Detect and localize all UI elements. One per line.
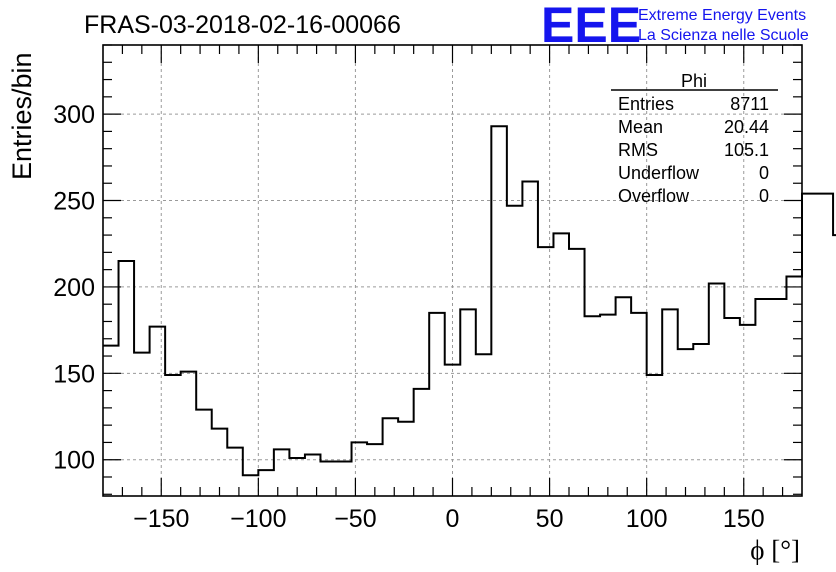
brand-line-2: La Scienza nelle Scuole <box>638 27 809 44</box>
stats-row-label: Overflow <box>618 186 690 206</box>
y-tick-label: 150 <box>53 360 95 388</box>
stats-row-value: 20.44 <box>724 117 769 137</box>
x-tick-label: 100 <box>626 505 668 533</box>
stats-row-value: 0 <box>759 186 769 206</box>
histogram-line <box>103 125 836 477</box>
stats-row-value: 8711 <box>730 94 769 114</box>
y-axis-title: Entries/bin <box>7 52 37 180</box>
y-tick-label: 300 <box>53 101 95 129</box>
y-tick-label: 100 <box>53 447 95 475</box>
y-tick-label: 250 <box>53 188 95 216</box>
x-axis-title: ϕ [°] <box>750 535 800 565</box>
stats-row-label: RMS <box>618 140 658 160</box>
x-tick-label: −100 <box>230 505 286 533</box>
brand-logo: EEE <box>541 0 641 53</box>
y-tick-labels: 100 150 200 250 300 <box>53 101 95 475</box>
stats-row-value: 105.1 <box>724 140 769 160</box>
x-tick-label: −50 <box>334 505 376 533</box>
stats-box-title: Phi <box>681 71 707 91</box>
brand-block: EEE Extreme Energy Events La Scienza nel… <box>541 0 809 53</box>
chart-title: FRAS-03-2018-02-16-00066 <box>84 11 401 39</box>
stats-row-value: 0 <box>759 163 769 183</box>
x-tick-label: 0 <box>446 505 460 533</box>
brand-line-1: Extreme Energy Events <box>638 7 806 24</box>
x-tick-label: −150 <box>133 505 189 533</box>
grid <box>103 45 802 496</box>
histogram-series <box>103 125 836 477</box>
stats-row-label: Entries <box>618 94 674 114</box>
axis-ticks <box>103 44 802 496</box>
stats-rows: Entries 8711 Mean 20.44 RMS 105.1 Underflow 0 Ov… <box>618 94 769 206</box>
y-tick-label: 200 <box>53 274 95 302</box>
x-tick-label: 150 <box>723 505 765 533</box>
x-tick-label: 50 <box>536 505 564 533</box>
stats-box: Phi Entries 8711 Mean 20.44 RMS 105.1 Underflo… <box>611 71 778 206</box>
stats-row-label: Mean <box>618 117 663 137</box>
x-tick-labels: −150 −100 −50 0 50 100 150 <box>133 505 765 533</box>
stats-row-label: Underflow <box>618 163 700 183</box>
